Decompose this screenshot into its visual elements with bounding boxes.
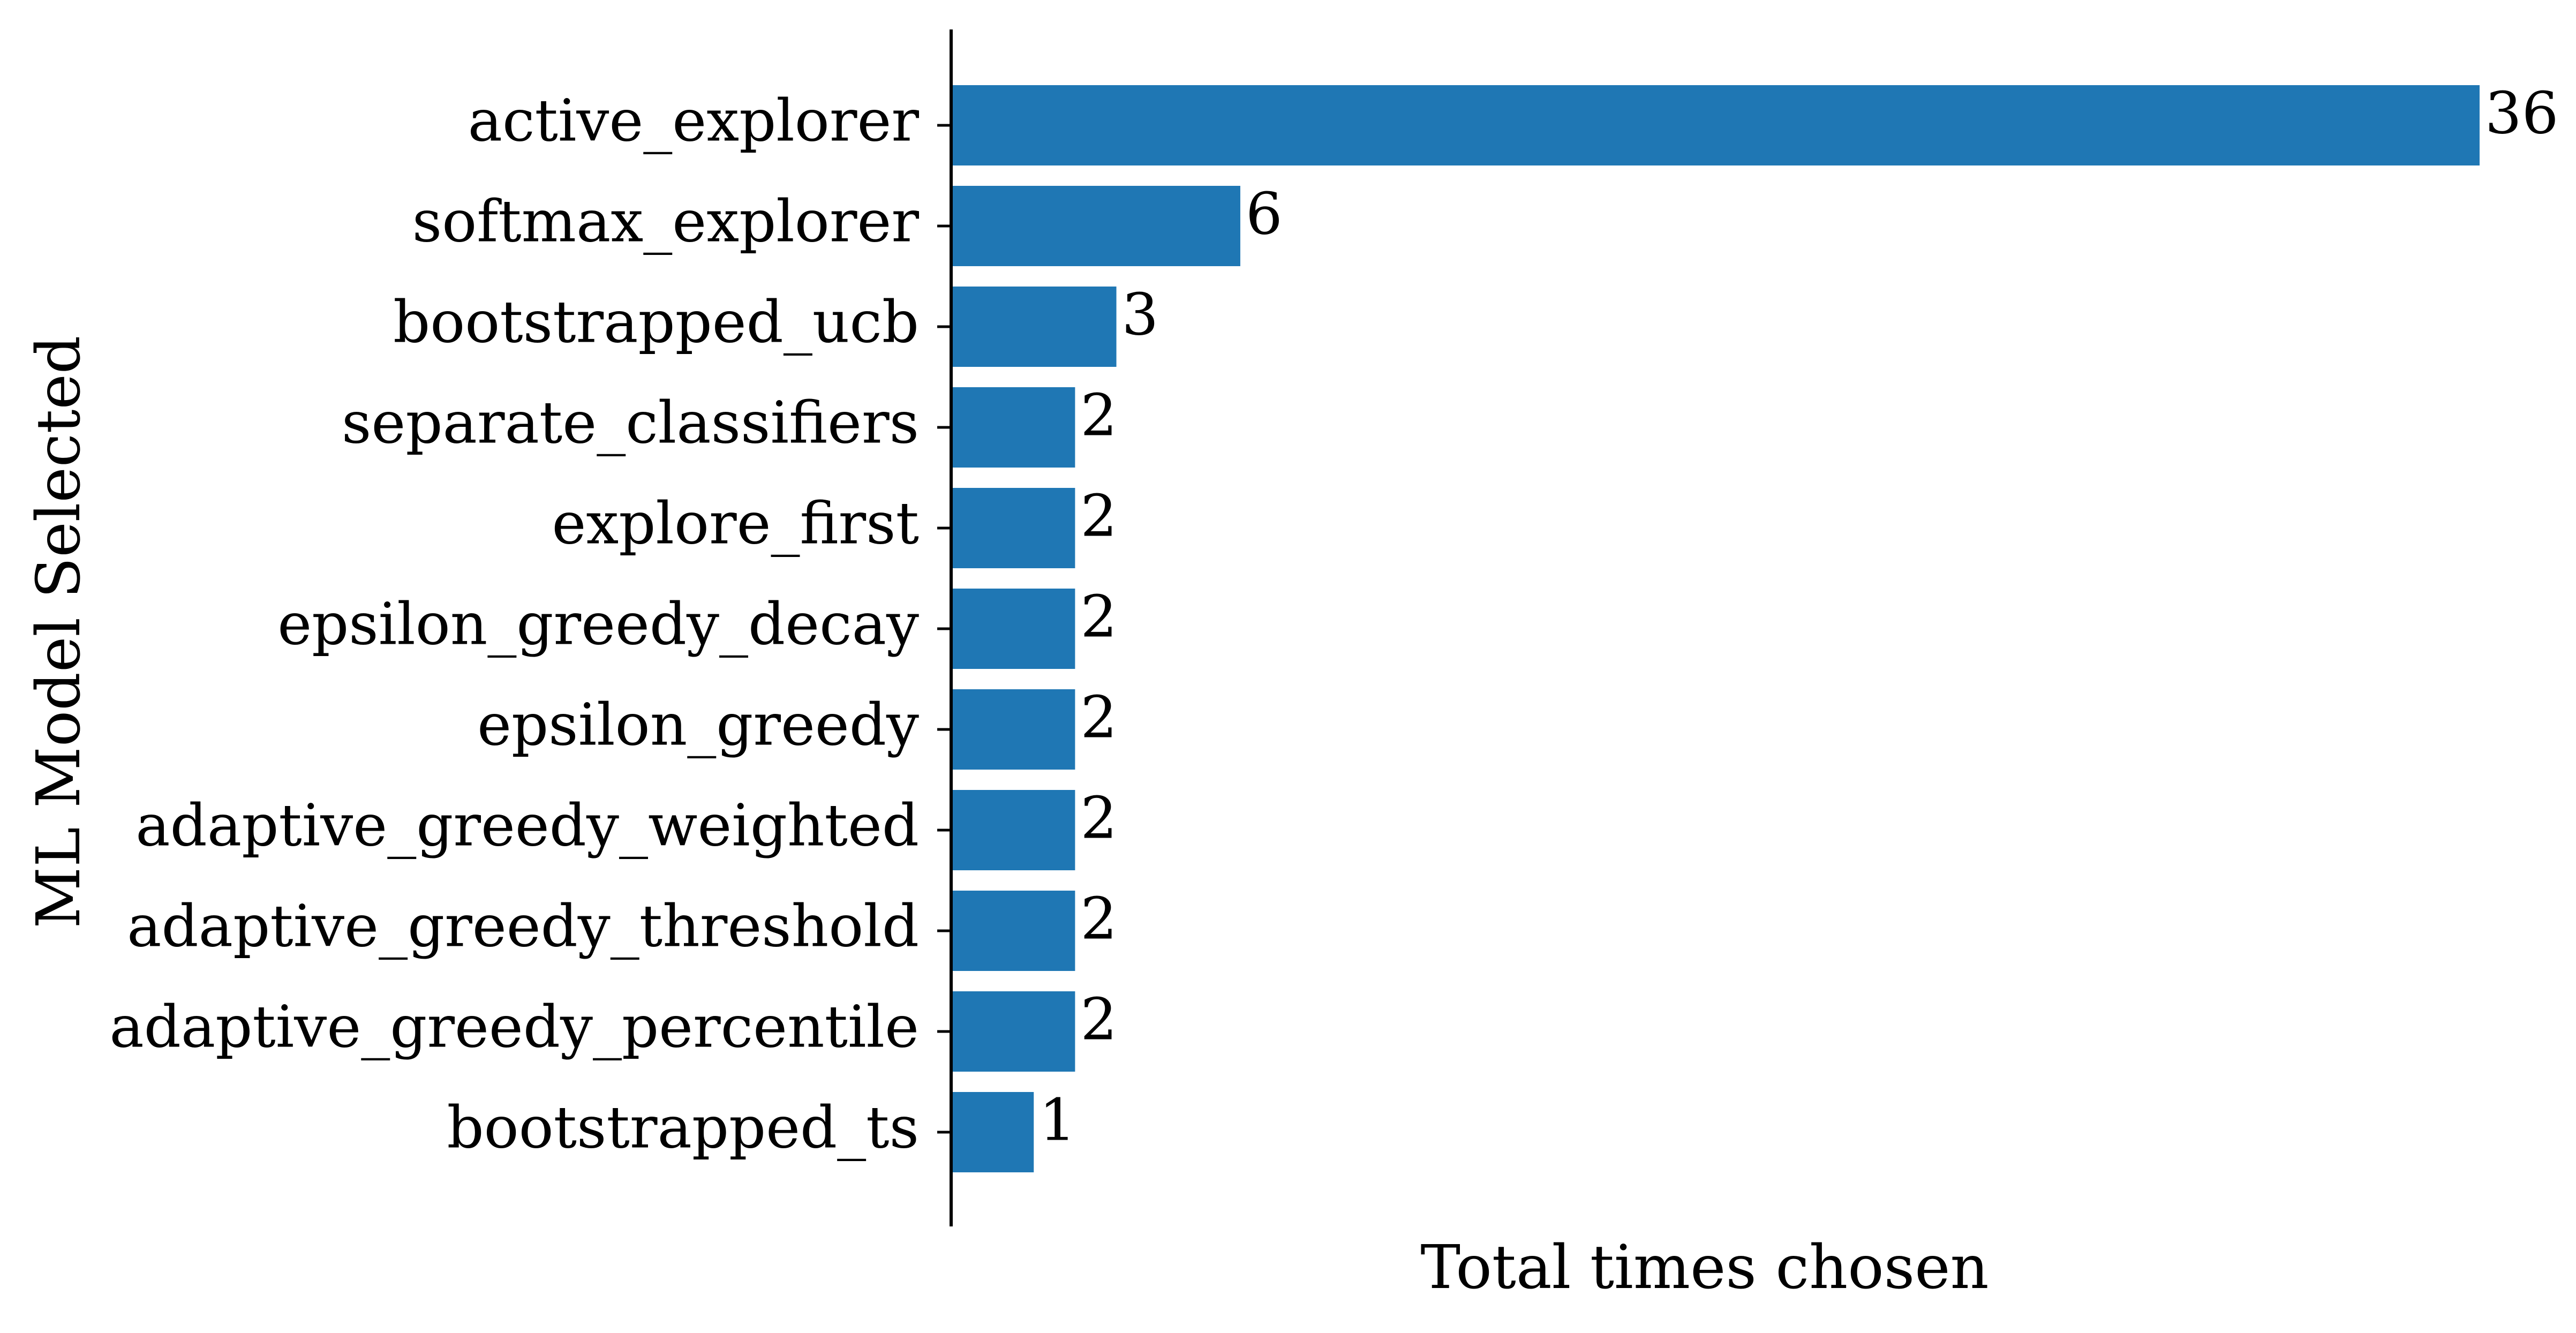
category-label: adaptive_greedy_percentile — [109, 993, 919, 1060]
bar-epsilon-greedy — [951, 689, 1075, 770]
value-label: 2 — [1080, 785, 1117, 852]
bar-adaptive-greedy-percentile — [951, 991, 1075, 1072]
value-label: 2 — [1080, 382, 1117, 449]
value-label: 2 — [1080, 684, 1117, 751]
category-label: adaptive_greedy_threshold — [127, 893, 919, 960]
category-label: active_explorer — [468, 87, 920, 154]
bar-epsilon-greedy-decay — [951, 589, 1075, 669]
bar-adaptive-greedy-weighted — [951, 790, 1075, 870]
bar-bootstrapped-ucb — [951, 287, 1117, 367]
category-label: separate_classifiers — [342, 389, 919, 456]
value-label: 36 — [2485, 80, 2558, 147]
bar-adaptive-greedy-threshold — [951, 891, 1075, 971]
value-label: 2 — [1080, 986, 1117, 1053]
y-axis-label: ML Model Selected — [24, 336, 94, 929]
category-label: explore_first — [552, 490, 919, 557]
value-label: 2 — [1080, 483, 1117, 549]
x-axis-label: Total times chosen — [1420, 1233, 1989, 1302]
value-label: 2 — [1080, 583, 1117, 650]
bars — [951, 85, 2480, 1172]
category-label: bootstrapped_ts — [447, 1094, 919, 1161]
y-ticks — [937, 124, 951, 1134]
category-label: epsilon_greedy_decay — [277, 591, 919, 658]
bar-bootstrapped-ts — [951, 1092, 1034, 1172]
category-label: bootstrapped_ucb — [393, 289, 919, 356]
category-label: softmax_explorer — [412, 188, 920, 255]
value-label: 6 — [1246, 180, 1283, 247]
bar-active-explorer — [951, 85, 2480, 165]
bar-explore-first — [951, 488, 1075, 568]
value-label: 3 — [1122, 281, 1159, 348]
bar-separate-classifiers — [951, 387, 1075, 468]
category-labels: active_explorer softmax_explorer bootstrap… — [109, 87, 919, 1161]
bar-softmax-explorer — [951, 186, 1240, 266]
category-label: epsilon_greedy — [477, 691, 919, 758]
value-label: 2 — [1080, 885, 1117, 952]
category-label: adaptive_greedy_weighted — [135, 792, 919, 859]
value-label: 1 — [1039, 1087, 1076, 1154]
